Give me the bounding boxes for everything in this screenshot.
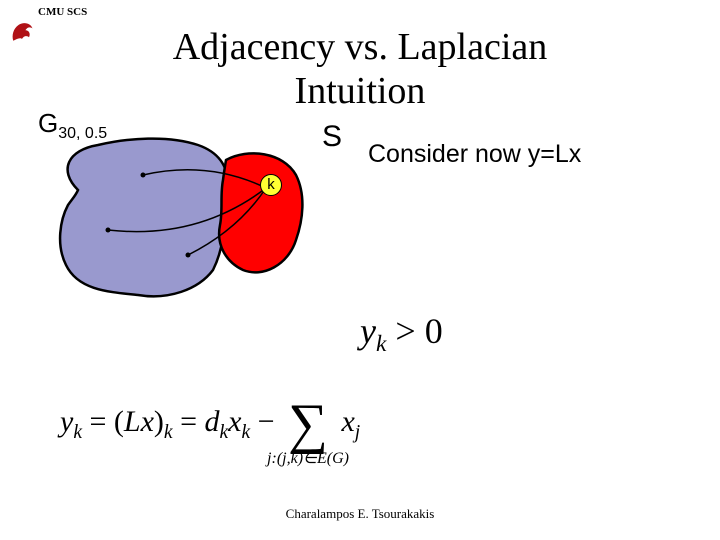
blob-left: [60, 139, 228, 297]
author-footer: Charalampos E. Tsourakakis: [0, 506, 720, 522]
slide-title: Adjacency vs. Laplacian Intuition: [0, 26, 720, 113]
title-line-1: Adjacency vs. Laplacian: [173, 26, 548, 68]
graph-blob-diagram: [48, 130, 328, 310]
org-header: CMU SCS: [38, 6, 87, 18]
blob-right: [219, 153, 302, 272]
summation-icon: ∑ j:(j,k)∈E(G): [288, 396, 328, 452]
consider-text: Consider now y=Lx: [368, 140, 581, 169]
title-line-2: Intuition: [295, 70, 426, 112]
formula-yk-positive: yk > 0: [360, 310, 443, 358]
set-s-label: S: [322, 120, 342, 154]
node-k-label: k: [260, 174, 282, 196]
formula-laplacian-expansion: yk = (Lx)k = dkxk − ∑ j:(j,k)∈E(G) xj: [60, 396, 360, 452]
